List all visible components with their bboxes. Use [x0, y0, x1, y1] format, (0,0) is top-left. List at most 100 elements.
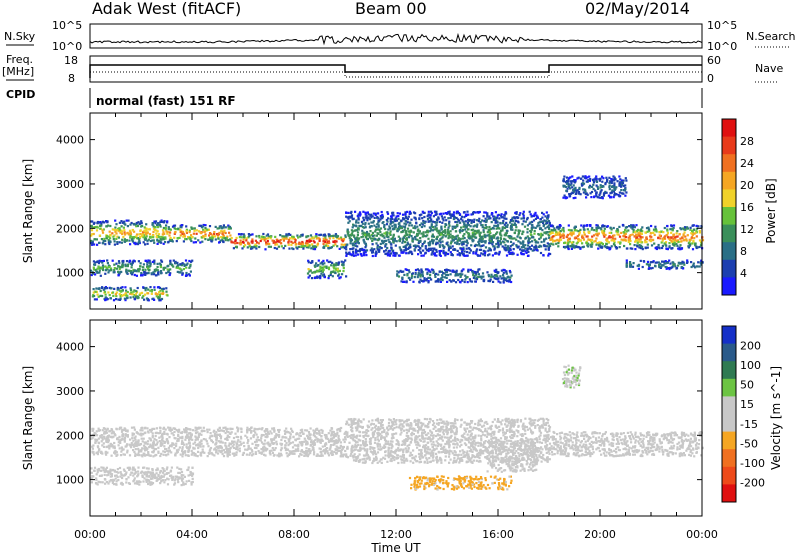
echo-cell — [354, 224, 357, 227]
echo-cell — [158, 299, 161, 302]
echo-cell — [162, 427, 165, 430]
echo-cell — [570, 192, 573, 195]
echo-cell — [343, 247, 346, 250]
echo-cell — [236, 436, 239, 439]
echo-cell — [305, 449, 308, 453]
echo-cell — [185, 429, 188, 432]
echo-cell — [95, 287, 98, 290]
echo-cell — [480, 239, 483, 242]
echo-cell — [496, 275, 499, 278]
echo-cell — [599, 196, 602, 199]
echo-cell — [105, 225, 108, 228]
echo-cell — [519, 248, 522, 251]
echo-cell — [178, 236, 181, 239]
echo-cell — [124, 433, 127, 436]
echo-cell — [602, 194, 605, 197]
echo-cell — [405, 237, 408, 241]
echo-cell — [101, 444, 104, 447]
echo-cell — [494, 221, 497, 224]
echo-cell — [507, 279, 511, 282]
echo-cell — [173, 236, 176, 239]
echo-cell — [182, 235, 185, 238]
echo-cell — [484, 240, 487, 243]
echo-cell — [566, 245, 569, 248]
echo-cell — [676, 230, 679, 233]
echo-cell — [163, 450, 167, 453]
echo-cell — [452, 238, 455, 242]
echo-cell — [327, 274, 331, 278]
echo-cell — [292, 235, 295, 238]
echo-cell — [93, 294, 96, 298]
echo-cell — [574, 225, 577, 228]
echo-cell — [508, 252, 511, 255]
echo-cell — [120, 225, 123, 228]
echo-cell — [524, 236, 528, 239]
freq-panel: Freq. [MHz] 18 8 60 0 Nave — [2, 53, 783, 85]
echo-cell — [661, 246, 664, 250]
echo-cell — [367, 232, 371, 235]
echo-cell — [597, 232, 600, 235]
echo-cell — [180, 269, 183, 272]
echo-cell — [255, 235, 258, 238]
echo-cell — [311, 243, 314, 246]
echo-cell — [478, 275, 481, 278]
echo-cell — [459, 237, 462, 240]
echo-cell — [133, 230, 136, 233]
echo-cell — [95, 270, 98, 273]
echo-cell — [162, 440, 165, 443]
echo-cell — [661, 244, 664, 247]
echo-cell — [476, 230, 479, 233]
echo-cell — [653, 242, 656, 245]
echo-cell — [236, 426, 239, 429]
echo-cell — [384, 243, 387, 246]
echo-cell — [123, 453, 126, 456]
echo-cell — [486, 215, 489, 218]
echo-cell — [227, 227, 230, 230]
echo-cell — [153, 298, 156, 301]
echo-cell — [317, 259, 320, 262]
echo-cell — [629, 225, 632, 228]
echo-cell — [109, 240, 112, 244]
echo-cell — [379, 227, 383, 230]
echo-cell — [207, 238, 210, 241]
echo-cell — [474, 272, 478, 275]
echo-cell — [448, 234, 451, 238]
echo-cell — [469, 219, 472, 222]
echo-cell — [163, 220, 166, 223]
echo-cell — [115, 237, 118, 240]
echo-cell — [419, 240, 422, 243]
echo-cell — [426, 268, 429, 271]
echo-cell — [91, 233, 94, 236]
echo-cell — [166, 220, 169, 223]
echo-cell — [526, 249, 529, 252]
echo-cell — [118, 221, 121, 224]
echo-cell — [586, 242, 590, 245]
echo-cell — [337, 428, 340, 431]
echo-cell — [621, 183, 624, 186]
echo-cell — [515, 244, 518, 247]
echo-cell — [221, 452, 224, 456]
echo-cell — [199, 241, 202, 244]
echo-cell — [663, 236, 666, 239]
echo-cell — [410, 218, 413, 221]
echo-cell — [668, 259, 671, 262]
echo-cell — [275, 247, 279, 250]
echo-cell — [421, 217, 424, 220]
echo-cell — [98, 241, 101, 244]
echo-cell — [455, 274, 458, 277]
echo-cell — [433, 210, 437, 213]
echo-cell — [595, 230, 598, 233]
echo-cell — [625, 247, 628, 250]
echo-cell — [502, 280, 505, 283]
echo-cell — [417, 245, 420, 248]
echo-cell — [465, 244, 468, 247]
echo-cell — [649, 232, 652, 235]
echo-cell — [118, 272, 121, 275]
echo-cell — [494, 252, 497, 255]
echo-cell — [378, 245, 381, 249]
echo-cell — [430, 228, 433, 231]
echo-cell — [121, 294, 124, 297]
echo-cell — [321, 431, 324, 434]
echo-cell — [448, 279, 451, 282]
echo-cell — [447, 226, 450, 229]
